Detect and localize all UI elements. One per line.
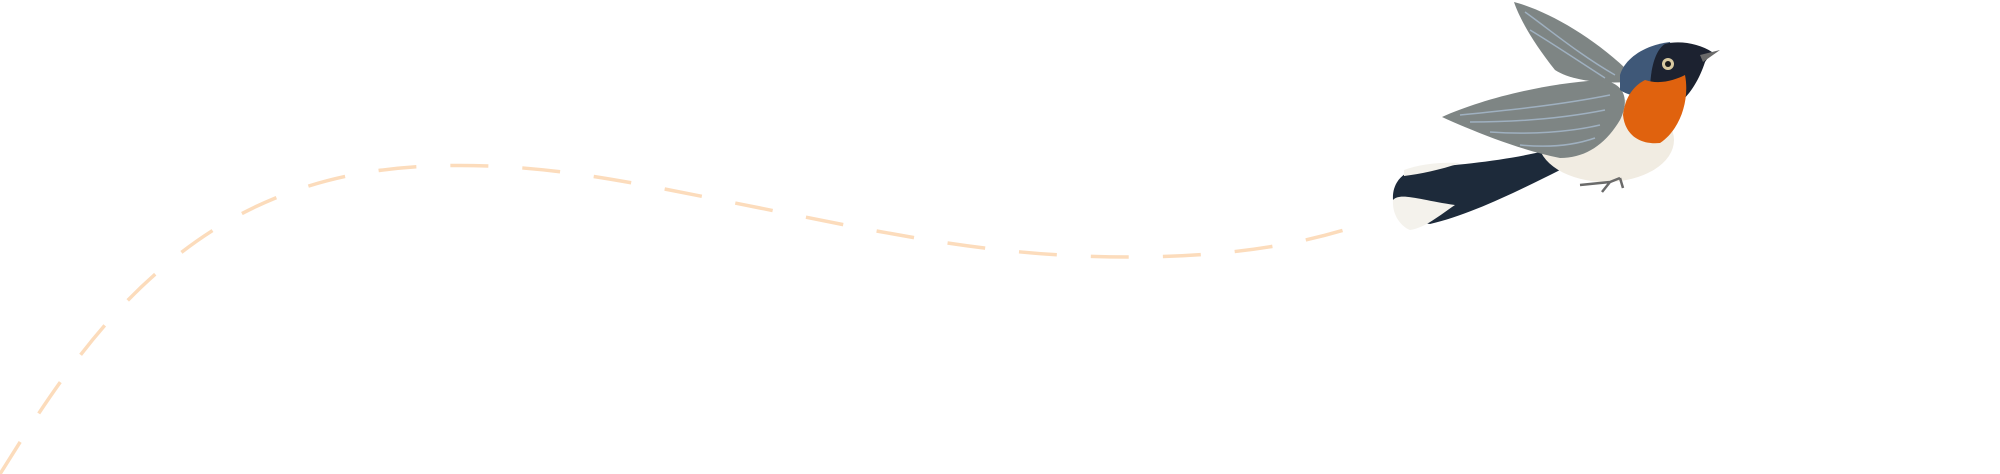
bird-tail-tip: [1392, 196, 1455, 230]
bird-beak: [1700, 50, 1720, 62]
bird-illustration: [1392, 2, 1720, 230]
bird-feather-lines: [1459, 11, 1616, 147]
bird-tail-tip-upper: [1404, 162, 1460, 176]
bird-upper-wing: [1514, 2, 1628, 83]
bird-throat: [1623, 75, 1687, 144]
dashed-flight-path: [0, 163, 1361, 474]
bird-feet: [1579, 176, 1625, 193]
bird-pupil: [1665, 61, 1671, 67]
